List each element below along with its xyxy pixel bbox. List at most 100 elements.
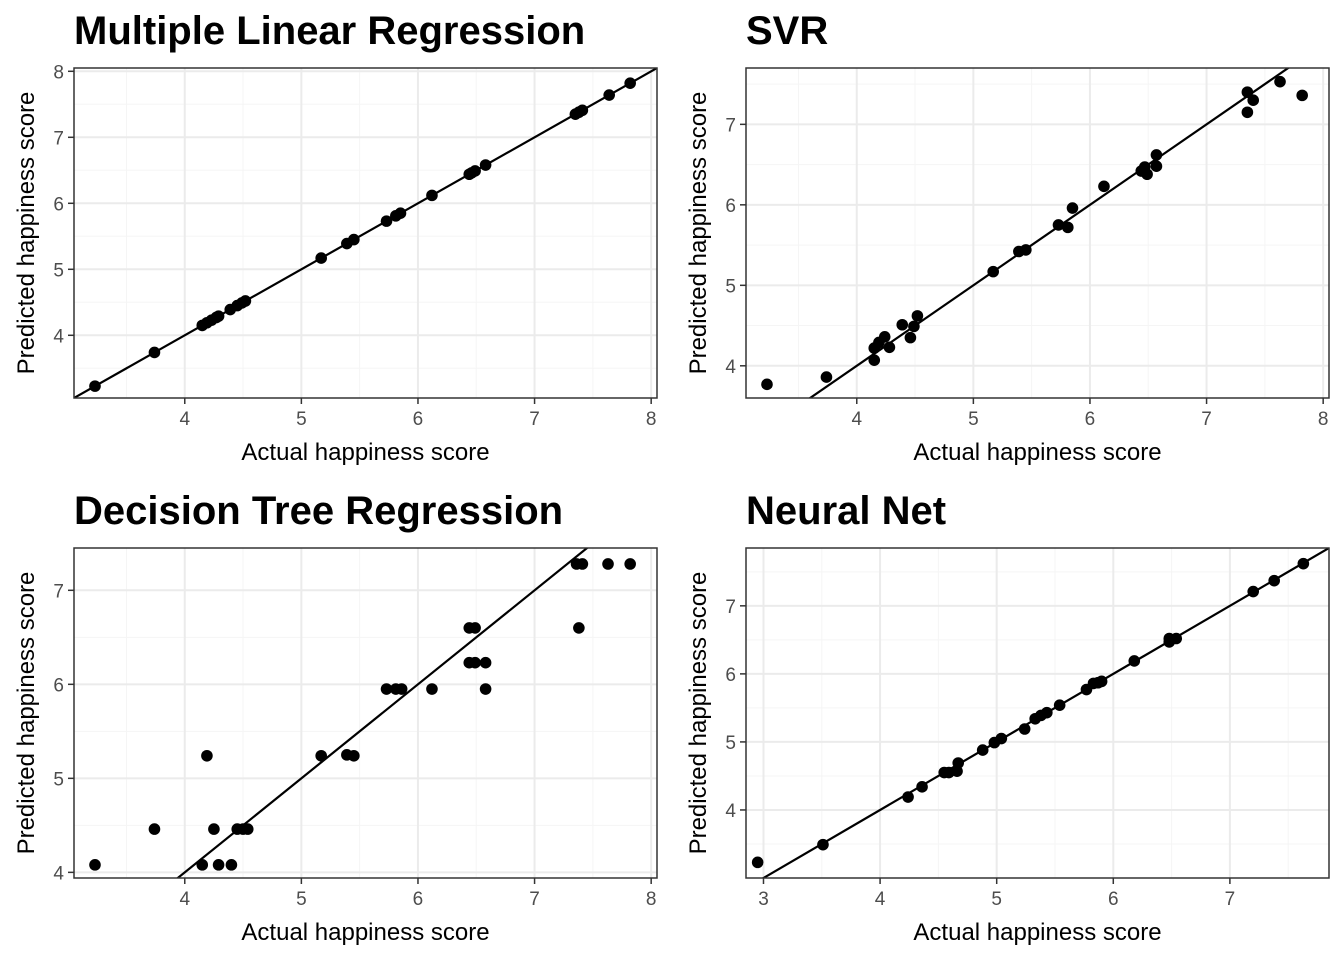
data-point — [576, 558, 589, 570]
panel-border — [745, 547, 1330, 879]
data-point — [348, 233, 360, 246]
x-tick-label: 5 — [968, 409, 979, 430]
y-tick-label: 4 — [725, 357, 736, 378]
x-tick-label: 4 — [179, 889, 190, 910]
data-point — [987, 265, 999, 278]
data-point — [1297, 557, 1310, 570]
panel-1: 4 5 6 7 8 4 5 6 7 8 Multiple Linear Regression Actu… — [13, 9, 658, 466]
data-point — [751, 856, 764, 869]
data-point — [761, 378, 773, 391]
y-tick-label: 5 — [53, 769, 64, 790]
data-point — [911, 310, 924, 322]
y-tick-label: 6 — [725, 196, 736, 217]
data-point — [603, 89, 615, 101]
data-point — [1141, 168, 1153, 181]
data-point — [426, 189, 438, 202]
data-point — [624, 77, 636, 89]
data-point — [196, 859, 209, 871]
data-point — [148, 346, 161, 359]
x-tick-label: 3 — [758, 889, 769, 910]
panel-title: Neural Net — [746, 489, 946, 533]
y-tick-label: 5 — [725, 733, 736, 754]
data-point — [908, 320, 920, 333]
data-point — [315, 749, 327, 762]
y-axis-label: Predicted happiness score — [13, 92, 40, 375]
data-point — [1247, 94, 1260, 106]
x-axis-label: Actual happiness score — [241, 439, 489, 466]
x-axis-label: Actual happiness score — [241, 919, 489, 946]
x-tick-label: 4 — [179, 409, 190, 430]
y-tick-label: 4 — [725, 801, 736, 822]
y-tick-label: 7 — [53, 581, 64, 602]
data-point — [896, 318, 909, 331]
x-tick-label: 5 — [296, 889, 307, 910]
data-point — [573, 622, 585, 634]
data-point — [1128, 655, 1141, 667]
data-point — [1095, 675, 1108, 688]
data-point — [348, 749, 360, 762]
data-point — [469, 656, 481, 669]
y-axis-label: Predicted happiness score — [685, 92, 712, 375]
data-point — [1274, 75, 1286, 88]
panel-2: 4 5 6 7 8 4 5 6 7 SVR Actual happiness score Predic… — [685, 9, 1330, 466]
data-point — [208, 823, 220, 835]
data-point — [395, 683, 408, 695]
data-point — [479, 159, 492, 171]
data-point — [89, 859, 101, 871]
data-point — [902, 791, 914, 803]
x-tick-label: 8 — [646, 409, 657, 430]
x-tick-label: 8 — [1318, 409, 1329, 430]
data-point — [1020, 244, 1032, 256]
x-tick-label: 7 — [529, 409, 540, 430]
data-point — [868, 354, 881, 366]
y-tick-label: 6 — [53, 194, 64, 215]
data-point — [995, 732, 1008, 745]
x-tick-label: 5 — [296, 409, 307, 430]
x-axis-label: Actual happiness score — [913, 919, 1161, 946]
data-point — [1247, 585, 1260, 598]
data-point — [952, 757, 965, 769]
data-point — [1241, 86, 1254, 98]
data-point — [1098, 180, 1110, 193]
data-point — [426, 683, 438, 695]
panel-border — [745, 67, 1330, 399]
data-point — [469, 622, 481, 634]
y-tick-label: 7 — [53, 128, 64, 149]
data-point — [89, 380, 101, 392]
data-point — [1041, 706, 1053, 719]
data-point — [904, 331, 917, 344]
data-point — [239, 295, 252, 307]
data-point — [1052, 219, 1065, 231]
y-tick-label: 7 — [725, 597, 736, 618]
panel-title: Decision Tree Regression — [74, 489, 563, 533]
panel-4: 3 4 5 6 7 4 5 6 7 Neural Net Actual happiness scor… — [685, 489, 1330, 946]
panel-border — [73, 67, 658, 399]
panel-3: 4 5 6 7 8 4 5 6 7 Decision Tree Regression Actual … — [13, 489, 658, 946]
y-tick-label: 4 — [53, 863, 64, 884]
x-tick-label: 7 — [1201, 409, 1212, 430]
data-point — [148, 823, 161, 835]
y-tick-label: 6 — [725, 665, 736, 686]
y-axis-label: Predicted happiness score — [13, 572, 40, 855]
data-point — [916, 781, 928, 793]
y-tick-label: 5 — [725, 276, 736, 297]
data-point — [1170, 632, 1183, 645]
data-point — [225, 859, 238, 871]
reference-line — [176, 548, 589, 878]
data-point — [576, 104, 589, 117]
panel-title: Multiple Linear Regression — [74, 9, 585, 53]
x-tick-label: 6 — [1085, 409, 1096, 430]
data-point — [976, 744, 989, 756]
data-point — [212, 859, 225, 871]
y-tick-label: 8 — [53, 62, 64, 83]
data-point — [1018, 723, 1031, 735]
data-point — [201, 749, 213, 762]
x-tick-label: 7 — [1225, 889, 1236, 910]
panel-border — [73, 547, 658, 879]
data-point — [1150, 149, 1163, 161]
data-point — [602, 558, 614, 570]
data-point — [380, 683, 393, 695]
x-tick-label: 6 — [413, 889, 424, 910]
data-point — [1296, 89, 1308, 102]
